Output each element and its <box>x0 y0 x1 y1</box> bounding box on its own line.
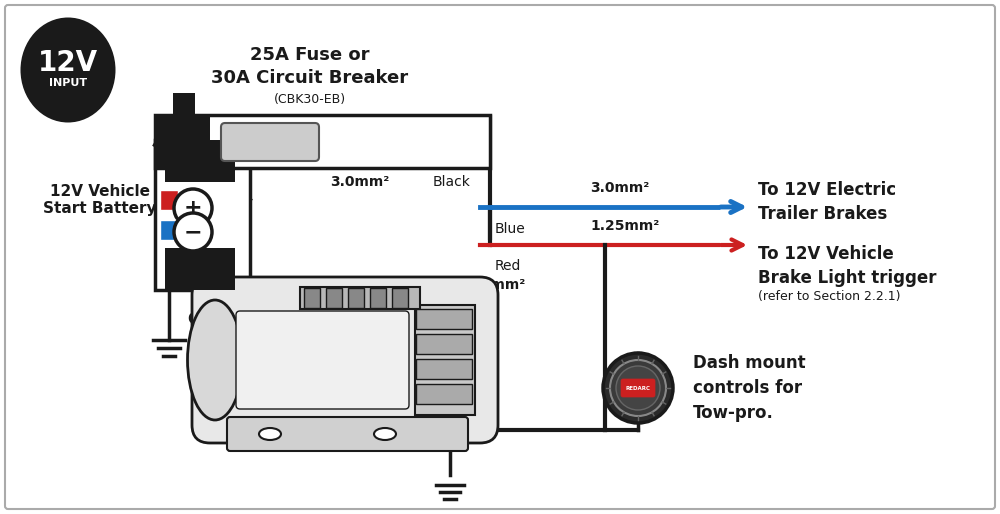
FancyBboxPatch shape <box>416 309 472 329</box>
FancyBboxPatch shape <box>160 190 178 210</box>
Ellipse shape <box>188 300 242 420</box>
FancyBboxPatch shape <box>173 93 195 115</box>
FancyBboxPatch shape <box>236 311 409 409</box>
Ellipse shape <box>20 17 116 122</box>
Text: 12V Vehicle
Start Battery: 12V Vehicle Start Battery <box>43 184 157 216</box>
FancyBboxPatch shape <box>165 248 235 290</box>
FancyBboxPatch shape <box>300 287 420 309</box>
FancyBboxPatch shape <box>415 305 475 415</box>
FancyBboxPatch shape <box>304 288 320 308</box>
Text: Ground: Ground <box>187 313 250 327</box>
FancyBboxPatch shape <box>155 115 210 168</box>
Text: 3.0mm²: 3.0mm² <box>330 175 390 189</box>
Text: Black: Black <box>433 175 471 189</box>
FancyBboxPatch shape <box>155 140 250 290</box>
FancyBboxPatch shape <box>621 379 655 397</box>
Circle shape <box>616 366 660 410</box>
Text: Dash mount
controls for
Tow-pro.: Dash mount controls for Tow-pro. <box>693 354 806 422</box>
Text: −: − <box>184 222 202 242</box>
FancyBboxPatch shape <box>416 359 472 379</box>
Text: 30A Circuit Breaker: 30A Circuit Breaker <box>211 69 409 87</box>
Ellipse shape <box>259 428 281 440</box>
FancyBboxPatch shape <box>326 288 342 308</box>
Circle shape <box>174 213 212 251</box>
Text: (refer to Section 2.2.1): (refer to Section 2.2.1) <box>758 290 900 303</box>
Text: Red: Red <box>495 259 521 273</box>
Text: (CBK30-EB): (CBK30-EB) <box>274 93 346 105</box>
Text: 1.25mm²: 1.25mm² <box>456 278 525 292</box>
FancyBboxPatch shape <box>221 123 319 161</box>
FancyBboxPatch shape <box>416 334 472 354</box>
FancyBboxPatch shape <box>416 384 472 404</box>
FancyBboxPatch shape <box>370 288 386 308</box>
FancyBboxPatch shape <box>5 5 995 509</box>
Text: INPUT: INPUT <box>49 78 87 88</box>
FancyBboxPatch shape <box>348 288 364 308</box>
Text: 12V: 12V <box>38 49 98 77</box>
FancyBboxPatch shape <box>160 220 178 240</box>
Text: To 12V Vehicle
Brake Light trigger: To 12V Vehicle Brake Light trigger <box>758 245 936 287</box>
Text: +: + <box>184 198 202 218</box>
FancyBboxPatch shape <box>192 277 498 443</box>
Text: REDARC: REDARC <box>626 386 650 391</box>
Text: Blue: Blue <box>495 222 526 236</box>
Text: 25A Fuse or: 25A Fuse or <box>250 46 370 64</box>
Text: 3.0mm²: 3.0mm² <box>590 181 650 195</box>
FancyBboxPatch shape <box>392 288 408 308</box>
FancyBboxPatch shape <box>227 417 468 451</box>
FancyBboxPatch shape <box>165 140 235 182</box>
Circle shape <box>174 189 212 227</box>
Text: 1.25mm²: 1.25mm² <box>590 219 660 233</box>
Circle shape <box>603 353 673 423</box>
Ellipse shape <box>374 428 396 440</box>
Circle shape <box>610 360 666 416</box>
FancyBboxPatch shape <box>155 115 490 168</box>
Text: To 12V Electric
Trailer Brakes: To 12V Electric Trailer Brakes <box>758 181 896 223</box>
Text: White: White <box>456 309 496 323</box>
